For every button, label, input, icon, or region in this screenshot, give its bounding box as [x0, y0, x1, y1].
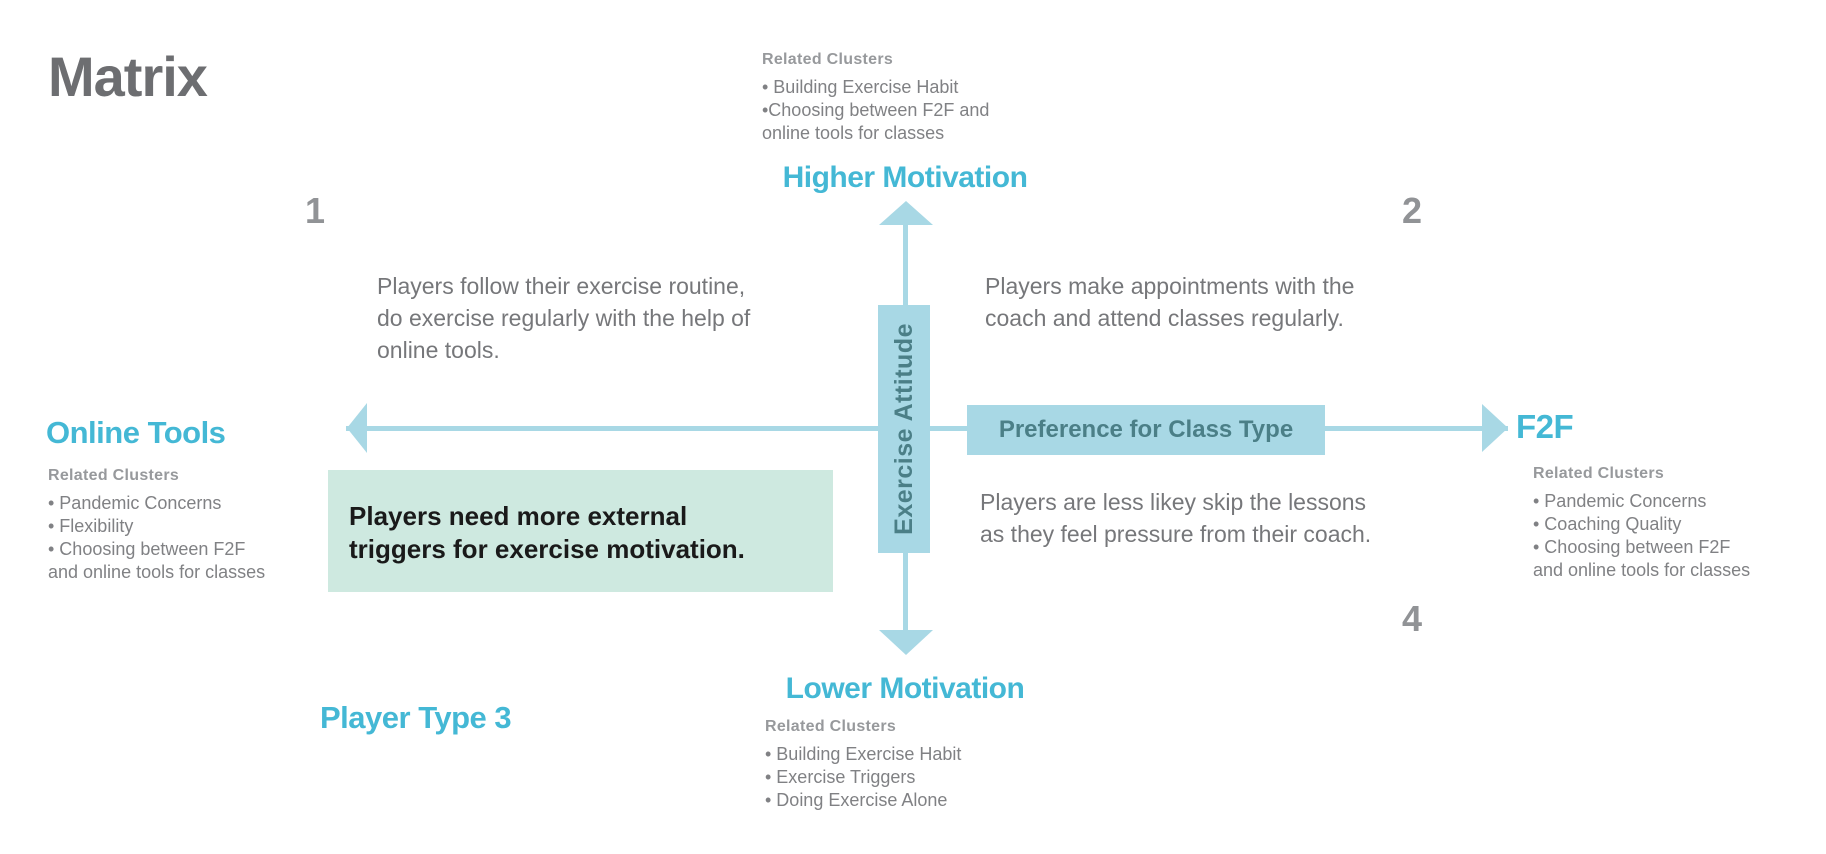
cluster-item: • Flexibility: [48, 516, 134, 536]
related-clusters-bottom: Related Clusters • Building Exercise Hab…: [765, 715, 961, 812]
quadrant-2-line: coach and attend classes regularly.: [985, 305, 1344, 331]
quadrant-4-description: Players are less likey skip the lessons …: [980, 486, 1371, 550]
cluster-item: • Doing Exercise Alone: [765, 790, 948, 810]
insight-highlight-box: Players need more external triggers for …: [328, 470, 833, 592]
related-clusters-right-heading: Related Clusters: [1533, 465, 1665, 482]
quadrant-4-line: Players are less likey skip the lessons: [980, 489, 1367, 515]
quadrant-2-line: Players make appointments with the: [985, 273, 1355, 299]
quadrant-1-number: 1: [305, 190, 326, 231]
arrow-up-icon: [879, 201, 933, 225]
quadrant-4-line: as they feel pressure from their coach.: [980, 521, 1372, 547]
related-clusters-top: Related Clusters • Building Exercise Hab…: [762, 48, 989, 145]
cluster-item: • Coaching Quality: [1533, 514, 1682, 534]
quadrant-1-description: Players follow their exercise routine, d…: [377, 270, 750, 366]
lower-motivation-label: Lower Motivation: [785, 672, 1025, 705]
quadrant-2-number: 2: [1402, 190, 1423, 231]
related-clusters-left-heading: Related Clusters: [48, 467, 180, 484]
insight-line: Players need more external: [349, 501, 688, 531]
quadrant-4-number: 4: [1402, 598, 1423, 639]
arrow-right-icon: [1482, 404, 1508, 452]
cluster-item: • Exercise Triggers: [765, 767, 916, 787]
cluster-item: • Choosing between F2F: [1533, 537, 1731, 557]
cluster-item: •Choosing between F2F and: [762, 100, 990, 120]
arrow-down-icon: [879, 630, 933, 655]
related-clusters-left: Related Clusters • Pandemic Concerns • F…: [48, 464, 265, 584]
quadrant-1-line: Players follow their exercise routine,: [377, 273, 746, 299]
cluster-item: • Pandemic Concerns: [48, 493, 222, 513]
related-clusters-top-heading: Related Clusters: [762, 51, 894, 68]
cluster-item: • Choosing between F2F: [48, 539, 246, 559]
online-tools-label: Online Tools: [46, 415, 226, 450]
horizontal-axis-label-box: Preference for Class Type: [967, 405, 1325, 455]
arrow-left-icon: [347, 403, 367, 453]
quadrant-1-line: online tools.: [377, 337, 500, 363]
horizontal-axis-label: Preference for Class Type: [998, 416, 1294, 443]
cluster-item: • Building Exercise Habit: [765, 744, 962, 764]
cluster-item: • Building Exercise Habit: [762, 77, 959, 97]
cluster-item: online tools for classes: [762, 123, 945, 143]
cluster-item: • Pandemic Concerns: [1533, 491, 1707, 511]
higher-motivation-label: Higher Motivation: [782, 161, 1028, 194]
related-clusters-bottom-heading: Related Clusters: [765, 718, 897, 735]
player-type-label: Player Type 3: [320, 700, 512, 735]
cluster-item: and online tools for classes: [48, 562, 266, 582]
quadrant-2-description: Players make appointments with the coach…: [985, 270, 1354, 334]
vertical-axis-label-box: Exercise Attitude: [878, 305, 930, 553]
page-title: Matrix: [48, 45, 208, 108]
quadrant-1-line: do exercise regularly with the help of: [377, 305, 751, 331]
vertical-axis-label: Exercise Attitude: [889, 323, 918, 535]
f2f-label: F2F: [1516, 408, 1574, 445]
insight-line: triggers for exercise motivation.: [349, 534, 745, 564]
cluster-item: and online tools for classes: [1533, 560, 1751, 580]
related-clusters-right: Related Clusters • Pandemic Concerns • C…: [1533, 462, 1750, 582]
